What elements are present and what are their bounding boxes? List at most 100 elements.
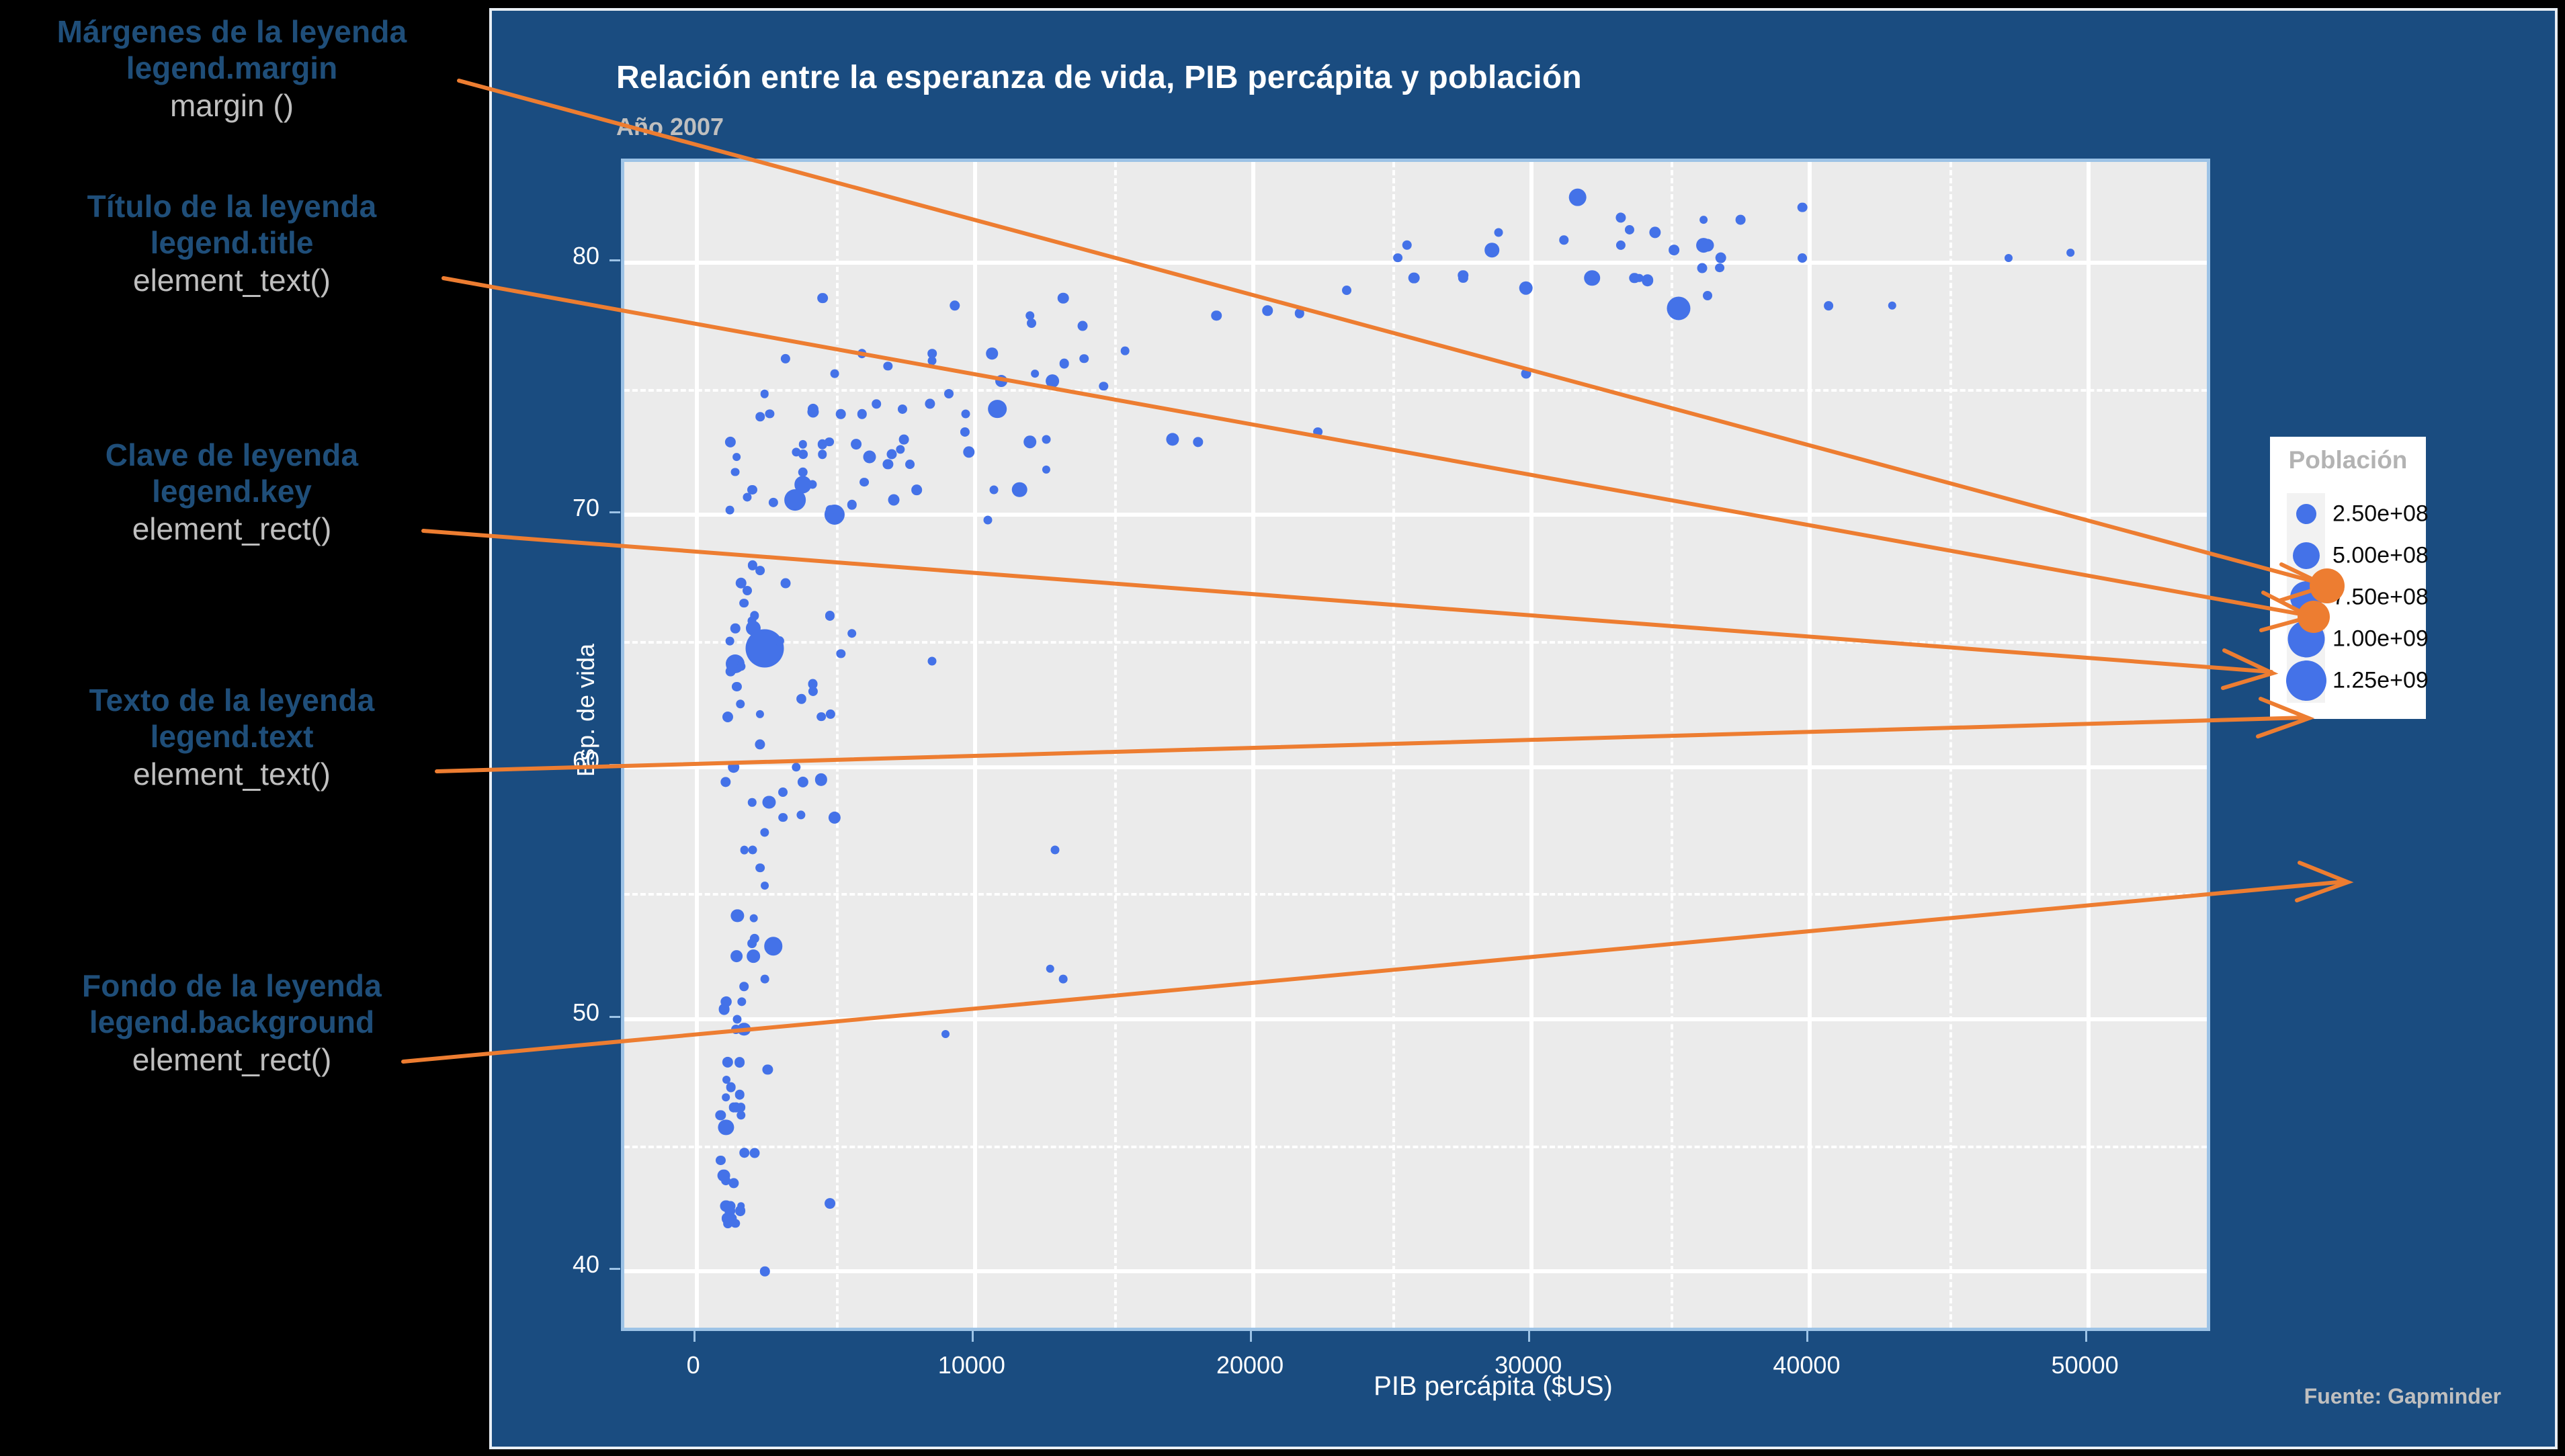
scatter-point (814, 773, 827, 786)
grid-major-vertical (972, 162, 977, 1328)
scatter-point (1699, 216, 1708, 224)
scatter-point (808, 687, 818, 697)
scatter-point (760, 974, 769, 984)
annotation-legend-margin: Márgenes de la leyenda legend.margin mar… (0, 13, 464, 125)
scatter-point (1584, 269, 1600, 286)
scatter-point (1702, 290, 1712, 300)
scatter-point (1012, 482, 1027, 498)
scatter-point (1025, 311, 1035, 320)
scatter-point (720, 1122, 731, 1133)
legend-title: Población (2288, 446, 2408, 474)
y-tick-mark (609, 763, 620, 766)
grid-major-vertical (1529, 162, 1534, 1328)
scatter-point (1077, 320, 1088, 331)
scatter-point (734, 1090, 745, 1100)
legend-row: 2.50e+08 (2287, 493, 2429, 535)
scatter-point (747, 798, 757, 807)
scatter-point (927, 656, 937, 666)
grid-major-horizontal (624, 261, 2207, 265)
scatter-point (995, 375, 1008, 388)
grid-major-horizontal (624, 1269, 2207, 1274)
scatter-point (1402, 240, 1413, 251)
scatter-point (762, 796, 775, 809)
scatter-point (1735, 214, 1746, 225)
y-tick-label: 80 (572, 242, 599, 270)
grid-major-horizontal (624, 765, 2207, 769)
scatter-point (1042, 435, 1051, 444)
chart-subtitle: Año 2007 (616, 113, 724, 140)
scatter-point (796, 810, 806, 820)
scatter-point (739, 982, 749, 991)
grid-minor-vertical (1671, 162, 1674, 1328)
scatter-point (778, 812, 788, 822)
scatter-point (817, 292, 828, 304)
scatter-point (760, 828, 769, 837)
scatter-point (742, 585, 752, 595)
x-tick-mark (1528, 1331, 1531, 1342)
scatter-point (727, 1213, 737, 1223)
grid-minor-horizontal (624, 641, 2207, 644)
grid-minor-horizontal (624, 893, 2207, 896)
scatter-point (1667, 296, 1691, 320)
scatter-point (726, 636, 734, 646)
scatter-point (1494, 228, 1503, 237)
scatter-point (721, 1176, 731, 1185)
annotation-func: element_rect() (132, 1041, 332, 1077)
legend-row: 1.00e+09 (2287, 618, 2429, 660)
x-tick-mark (2085, 1331, 2087, 1342)
scatter-point (1519, 281, 1533, 295)
scatter-point (760, 389, 769, 398)
scatter-point (732, 681, 742, 691)
scatter-point (1120, 347, 1130, 355)
scatter-point (1458, 270, 1469, 281)
scatter-point (988, 399, 1007, 419)
annotation-func: element_rect() (132, 511, 332, 546)
grid-major-horizontal (624, 513, 2207, 517)
scatter-point (847, 628, 857, 638)
annotation-func: margin () (169, 87, 294, 123)
scatter-point (749, 1148, 760, 1158)
scatter-point (726, 1082, 736, 1093)
plot-panel (621, 159, 2210, 1331)
scatter-point (760, 1266, 770, 1277)
legend-key (2287, 576, 2325, 618)
legend-label: 1.00e+09 (2332, 626, 2429, 652)
annotation-func: element_text() (132, 756, 331, 791)
grid-minor-vertical (1949, 162, 1952, 1328)
grid-minor-vertical (1392, 162, 1396, 1328)
scatter-point (1262, 305, 1273, 316)
scatter-point (807, 405, 819, 418)
y-axis-title: Esp. de vida (572, 643, 599, 777)
grid-major-vertical (1251, 162, 1256, 1328)
x-tick-label: 30000 (1495, 1351, 1562, 1379)
scatter-point (898, 434, 909, 445)
scatter-point (1058, 974, 1068, 984)
grid-major-horizontal (624, 1017, 2207, 1021)
annotation-code: legend.title (150, 225, 314, 261)
scatter-point (715, 1109, 726, 1121)
scatter-point (747, 949, 761, 963)
scatter-point (836, 409, 846, 419)
scatter-point (888, 494, 900, 506)
scatter-point (777, 787, 788, 798)
scatter-point (1050, 845, 1060, 855)
scatter-point (734, 1205, 746, 1216)
scatter-point (825, 1197, 836, 1209)
scatter-point (1824, 300, 1834, 310)
grid-minor-horizontal (624, 388, 2207, 392)
annotation-func: element_text() (132, 262, 331, 298)
scatter-point (755, 863, 765, 873)
legend-label: 7.50e+08 (2332, 584, 2429, 610)
scatter-point (728, 1178, 739, 1189)
scatter-point (739, 598, 749, 608)
scatter-point (825, 505, 836, 515)
legend-background: Población 2.50e+08 5.00e+08 7.50e+08 1.00e+… (2270, 437, 2429, 719)
grid-major-vertical (1808, 162, 1812, 1328)
scatter-point (983, 515, 993, 525)
scatter-point (1408, 272, 1420, 284)
chart-caption: Fuente: Gapminder (2304, 1384, 2501, 1408)
annotation-code: legend.text (150, 719, 314, 755)
legend-key (2285, 660, 2326, 701)
scatter-point (760, 882, 769, 890)
scatter-point (745, 629, 784, 668)
